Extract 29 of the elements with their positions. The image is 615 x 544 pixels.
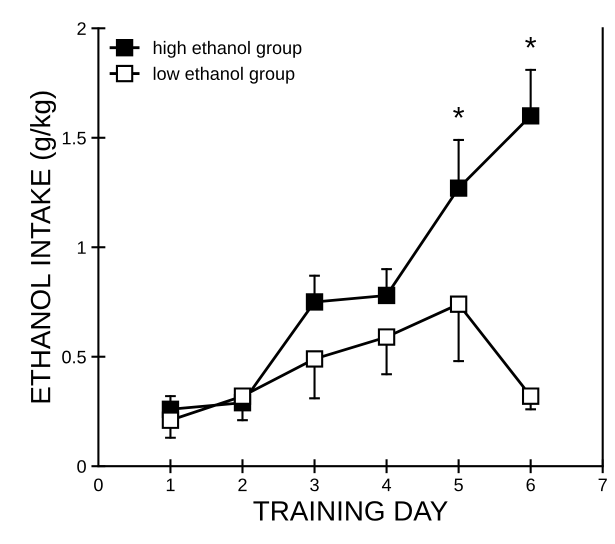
point (522, 387, 540, 405)
point (522, 107, 540, 125)
x-tick-label: 3 (310, 478, 319, 492)
x-tick-label: 7 (598, 478, 607, 492)
point (378, 328, 396, 346)
legend-label: low ethanol group (154, 66, 294, 84)
y-tick-label: 0 (77, 460, 86, 473)
annotation: * (525, 36, 536, 48)
x-tick-label: 6 (526, 478, 535, 492)
x-tick-label: 5 (454, 478, 463, 492)
y-tick-label: 0.5 (62, 350, 86, 364)
y-axis-title: ETHANOL INTAKE (g/kg) (30, 92, 56, 402)
x-tick-label: 1 (166, 478, 175, 492)
point (306, 293, 324, 311)
legend-label: high ethanol group (154, 40, 302, 58)
x-tick-label: 0 (94, 478, 103, 492)
point (162, 412, 180, 429)
point (450, 295, 468, 313)
x-tick-label: 2 (238, 478, 247, 492)
point (450, 179, 468, 197)
y-tick-label: 2 (77, 22, 86, 35)
y-tick-label: 1 (78, 241, 86, 254)
point (378, 286, 396, 304)
annotation: * (453, 107, 464, 118)
point (234, 387, 252, 405)
y-tick-label: 1.5 (62, 132, 86, 144)
x-axis-title: TRAINING DAY (253, 501, 448, 521)
x-tick-label: 4 (382, 478, 392, 492)
point (306, 350, 324, 368)
